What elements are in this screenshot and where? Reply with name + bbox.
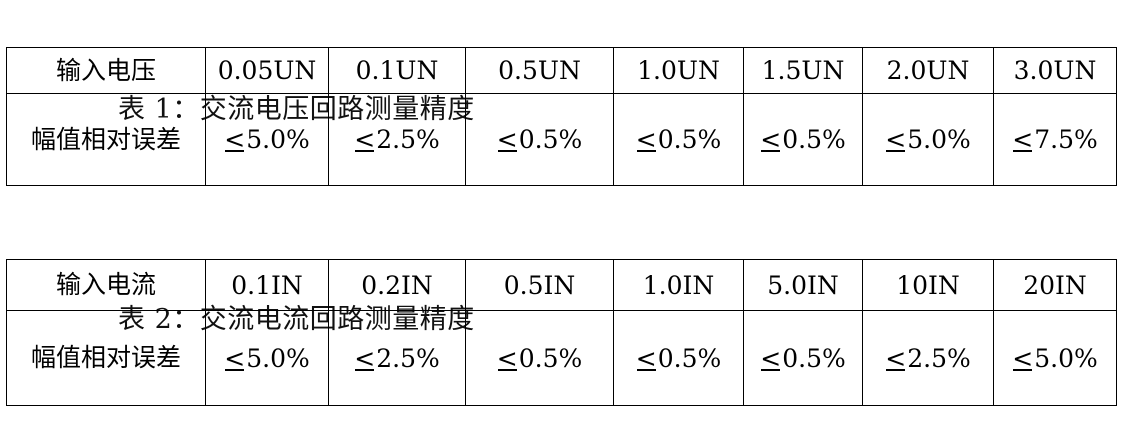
table-row: 输入电压 0.05UN 0.1UN 0.5UN 1.0UN 1.5UN 2.0U… (6, 47, 1117, 94)
table-row: 输入电流 0.1IN 0.2IN 0.5IN 1.0IN 5.0IN 10IN … (6, 259, 1117, 311)
table-2-value-number: 0.5% (657, 343, 722, 373)
table-1-value-number: 0.5% (782, 125, 846, 154)
less-or-equal-icon: < (760, 125, 782, 154)
table-2-value-cell: <0.5% (743, 310, 863, 406)
table-2-row-value-label: 幅值相对误差 (6, 310, 206, 406)
table-1-value-number: 0.5% (657, 125, 722, 154)
table-1-column-header: 0.05UN (205, 47, 329, 94)
table-2-value-cell: <2.5% (862, 310, 994, 406)
table-1-value-cell: <2.5% (328, 93, 466, 186)
table-2-column-header: 0.5IN (465, 259, 614, 311)
table-1-column-header: 1.5UN (743, 47, 863, 94)
less-or-equal-icon: < (224, 125, 246, 154)
table-2-value-number: 0.5% (518, 343, 583, 373)
ac-voltage-accuracy-table: 输入电压 0.05UN 0.1UN 0.5UN 1.0UN 1.5UN 2.0U… (6, 47, 1117, 186)
table-1-value-cell: <0.5% (613, 93, 744, 186)
table-2-value-cell: <0.5% (613, 310, 744, 406)
less-or-equal-icon: < (496, 125, 518, 154)
table-2-value-number: 5.0% (246, 343, 310, 373)
less-or-equal-icon: < (354, 125, 376, 154)
table-row: 幅值相对误差 <5.0% <2.5% <0.5% <0.5% <0.5% <5.… (6, 93, 1117, 186)
less-or-equal-icon: < (1012, 343, 1034, 373)
table-2-column-header: 1.0IN (613, 259, 744, 311)
less-or-equal-icon: < (1012, 125, 1034, 154)
table-1-row-header-label: 输入电压 (6, 47, 206, 94)
table-1-value-cell: <0.5% (465, 93, 614, 186)
table-2-value-cell: <0.5% (465, 310, 614, 406)
table-1-value-number: 5.0% (907, 125, 971, 154)
table-2-column-header: 5.0IN (743, 259, 863, 311)
less-or-equal-icon: < (635, 125, 657, 154)
table-2-column-header: 0.2IN (328, 259, 466, 311)
table-1-column-header: 0.1UN (328, 47, 466, 94)
document-page: 表 1：交流电压回路测量精度 输入电压 0.05UN 0.1UN 0.5UN 1… (6, 47, 1117, 406)
table-1-value-number: 0.5% (518, 125, 583, 154)
table-1-value-number: 2.5% (376, 125, 440, 154)
table-2-column-header: 20IN (993, 259, 1117, 311)
table-1-value-cell: <5.0% (862, 93, 994, 186)
less-or-equal-icon: < (885, 125, 907, 154)
table-1-value-cell: <7.5% (993, 93, 1117, 186)
less-or-equal-icon: < (354, 343, 376, 373)
less-or-equal-icon: < (635, 343, 657, 373)
table-2-value-cell: <5.0% (205, 310, 329, 406)
less-or-equal-icon: < (760, 343, 782, 373)
table-2-value-number: 0.5% (782, 343, 846, 373)
table-2-value-number: 5.0% (1034, 343, 1098, 373)
table-2-value-cell: <5.0% (993, 310, 1117, 406)
table-2-value-cell: <2.5% (328, 310, 466, 406)
less-or-equal-icon: < (496, 343, 518, 373)
table-1-column-header: 3.0UN (993, 47, 1117, 94)
table-1-value-number: 5.0% (246, 125, 310, 154)
less-or-equal-icon: < (885, 343, 907, 373)
table-1-value-number: 7.5% (1034, 125, 1098, 154)
table-row: 幅值相对误差 <5.0% <2.5% <0.5% <0.5% <0.5% <2.… (6, 310, 1117, 406)
table-2-column-header: 0.1IN (205, 259, 329, 311)
table-1-column-header: 1.0UN (613, 47, 744, 94)
table-1-column-header: 2.0UN (862, 47, 994, 94)
table-1-row-value-label: 幅值相对误差 (6, 93, 206, 186)
table-1-column-header: 0.5UN (465, 47, 614, 94)
table-1-value-cell: <5.0% (205, 93, 329, 186)
table-2-value-number: 2.5% (907, 343, 971, 373)
table-2-row-header-label: 输入电流 (6, 259, 206, 311)
less-or-equal-icon: < (224, 343, 246, 373)
table-2-column-header: 10IN (862, 259, 994, 311)
table-2-value-number: 2.5% (376, 343, 440, 373)
table-1-value-cell: <0.5% (743, 93, 863, 186)
ac-current-accuracy-table: 输入电流 0.1IN 0.2IN 0.5IN 1.0IN 5.0IN 10IN … (6, 259, 1117, 406)
